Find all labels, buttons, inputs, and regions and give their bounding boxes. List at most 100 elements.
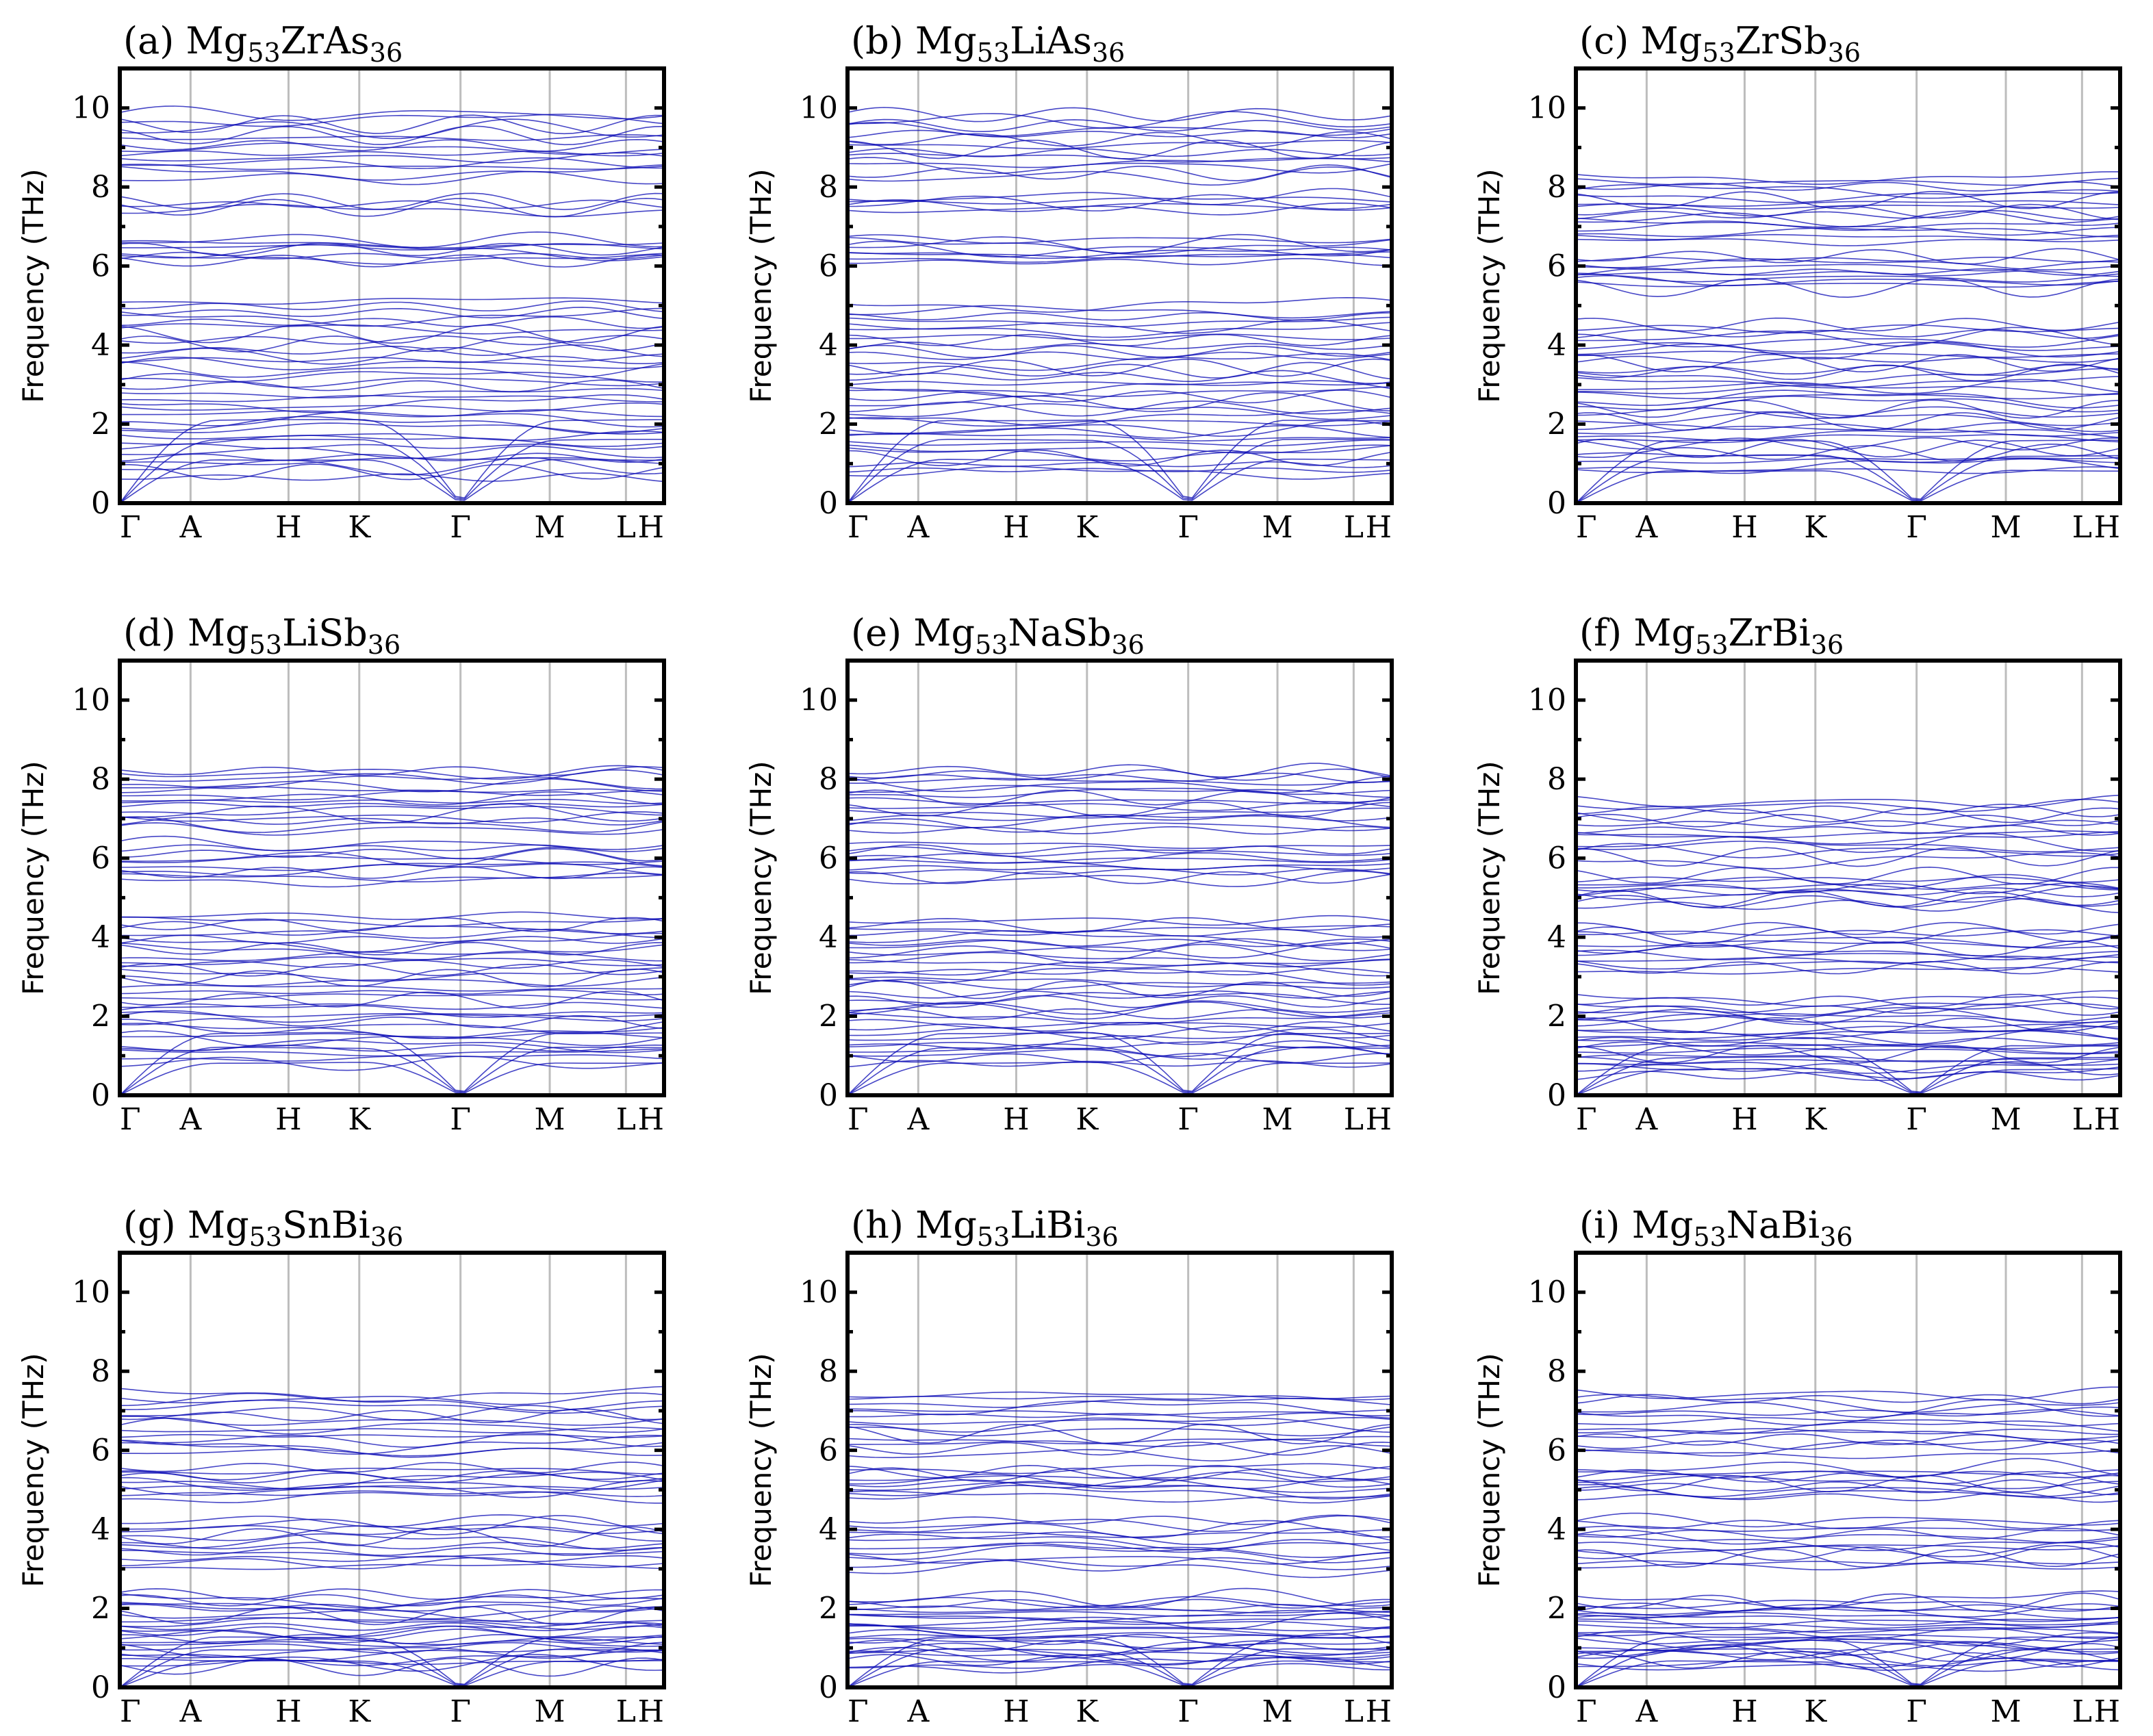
x-tick-label: L — [2072, 1694, 2092, 1729]
phonon-band — [119, 765, 665, 780]
phonon-band — [1575, 798, 2121, 813]
phonon-band — [119, 962, 665, 977]
phonon-band — [1575, 1041, 2121, 1056]
phonon-band — [847, 1559, 1392, 1579]
phonon-band — [119, 941, 665, 956]
bands — [1575, 794, 2121, 1096]
phonon-band — [847, 140, 1392, 150]
x-tick-label: L — [2072, 1102, 2092, 1137]
phonon-band — [119, 164, 665, 170]
formula-subscript: 53 — [1693, 1222, 1726, 1252]
phonon-band — [1575, 794, 2121, 808]
x-tick-label: A — [1635, 510, 1658, 545]
bands — [119, 765, 665, 1096]
phonon-band — [847, 943, 1392, 964]
panel-title: (g) Mg53SnBi36 — [123, 1203, 403, 1252]
phonon-band — [847, 826, 1392, 835]
phonon-band — [847, 1604, 1392, 1613]
phonon-band — [1575, 895, 2121, 909]
y-tick-label: 4 — [91, 920, 110, 955]
phonon-band — [1575, 832, 2121, 854]
phonon-band — [847, 1027, 1392, 1045]
phonon-band — [119, 1629, 665, 1644]
panel-title: (c) Mg53ZrSb36 — [1579, 19, 1861, 68]
y-axis-label: Frequency (THz) — [744, 761, 778, 995]
phonon-band — [1575, 1615, 2121, 1629]
x-tick-label: H — [1366, 1694, 1392, 1729]
phonon-band — [119, 1526, 665, 1548]
phonon-band — [847, 296, 1392, 313]
phonon-band — [1575, 1440, 2121, 1457]
phonon-band — [1575, 342, 2121, 353]
phonon-band — [1576, 956, 2121, 964]
phonon-band — [119, 445, 665, 459]
phonon-band — [119, 1039, 665, 1054]
phonon-band — [847, 870, 1392, 887]
phonon-band — [1575, 1030, 2121, 1041]
phonon-band — [119, 372, 665, 388]
y-tick-label: 2 — [1547, 407, 1566, 442]
phonon-band — [1575, 830, 2121, 839]
phonon-band — [119, 959, 665, 969]
phonon-band — [119, 1461, 665, 1474]
phonon-band — [847, 778, 1392, 786]
phonon-band — [119, 1605, 665, 1622]
bands — [119, 1386, 665, 1688]
phonon-band — [1575, 873, 2121, 891]
x-tick-label: Γ — [1576, 1694, 1597, 1729]
x-tick-label: Γ — [1177, 1694, 1199, 1729]
phonon-band — [847, 333, 1392, 346]
y-tick-label: 4 — [91, 1512, 110, 1547]
phonon-band — [1575, 233, 2121, 242]
phonon-band — [120, 788, 665, 801]
formula-text: ZrBi — [1729, 611, 1811, 654]
phonon-band — [1575, 270, 2121, 277]
x-tick-label: H — [1731, 510, 1757, 545]
phonon-band — [119, 422, 665, 435]
phonon-band — [119, 1588, 665, 1600]
phonon-band — [1575, 210, 2121, 227]
phonon-band — [119, 776, 665, 790]
phonon-band — [1575, 376, 2121, 389]
phonon-band — [1575, 399, 2121, 419]
phonon-band — [119, 203, 665, 218]
x-tick-label: A — [906, 1102, 930, 1137]
phonon-band — [1575, 177, 2121, 186]
x-tick-label: L — [1344, 1694, 1364, 1729]
y-axis-label: Frequency (THz) — [744, 1353, 778, 1587]
phonon-band — [119, 1603, 665, 1612]
phonon-band — [1575, 1008, 2121, 1025]
x-tick-label: M — [535, 1102, 565, 1137]
phonon-band — [1575, 887, 2121, 897]
phonon-band — [847, 1515, 1392, 1525]
phonon-band — [1575, 1533, 2121, 1551]
formula-subscript: 53 — [1702, 38, 1735, 68]
phonon-band — [119, 199, 665, 209]
phonon-band — [119, 244, 665, 261]
x-tick-label: A — [179, 1102, 202, 1137]
phonon-band — [847, 980, 1392, 999]
formula-text: Mg — [186, 19, 248, 62]
phonon-band — [847, 1613, 1392, 1625]
phonon-band — [847, 917, 1392, 933]
phonon-band — [847, 763, 1392, 778]
y-axis-label: Frequency (THz) — [1473, 168, 1506, 403]
x-tick-label: K — [1804, 1102, 1827, 1137]
phonon-band — [1575, 1628, 2121, 1636]
phonon-band — [847, 1416, 1392, 1427]
phonon-band — [847, 1395, 1392, 1401]
phonon-band — [119, 1514, 665, 1528]
acoustic-band — [1575, 470, 2120, 504]
phonon-band — [1575, 227, 2121, 238]
phonon-band — [119, 150, 665, 157]
phonon-band — [847, 1464, 1392, 1479]
phonon-band — [847, 322, 1392, 338]
y-tick-label: 2 — [819, 1592, 838, 1626]
phonon-band — [1575, 355, 2121, 363]
phonon-band — [1575, 437, 2121, 451]
acoustic-band — [119, 1636, 665, 1688]
panel-i: (i) Mg53NaBi36 Frequency (THz) 0 2 4 6 8 10 Γ A H K… — [1473, 1203, 2122, 1729]
phonon-band — [1575, 1542, 2121, 1557]
formula-subscript: 36 — [370, 38, 403, 68]
phonon-band — [119, 803, 665, 824]
